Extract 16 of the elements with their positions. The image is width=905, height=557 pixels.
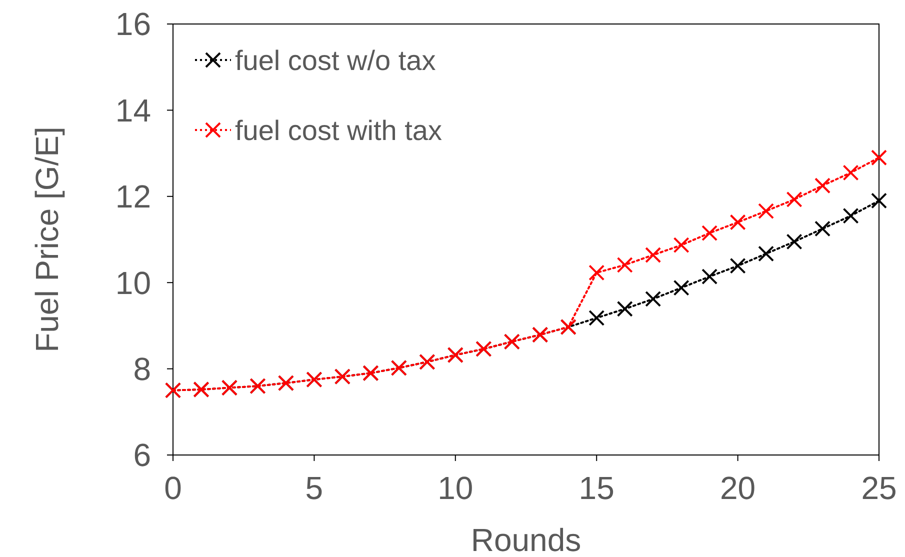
x-tick-label: 20 [720,470,756,506]
x-tick-label: 10 [438,470,474,506]
y-axis-title: Fuel Price [G/E] [29,126,65,352]
legend-label: fuel cost with tax [235,114,442,146]
y-tick-label: 12 [115,178,151,215]
x-tick-label: 5 [305,470,324,506]
y-tick-label: 14 [115,92,151,128]
x-tick-label: 0 [164,470,182,506]
x-axis-title: Rounds [470,522,582,557]
y-tick-label: 6 [133,437,151,474]
y-tick-label: 8 [133,351,151,387]
y-tick-label: 16 [115,6,151,42]
legend-label: fuel cost w/o tax [235,44,436,76]
x-tick-label: 15 [578,470,614,506]
y-tick-label: 10 [115,264,151,301]
x-tick-label: 25 [861,470,897,506]
